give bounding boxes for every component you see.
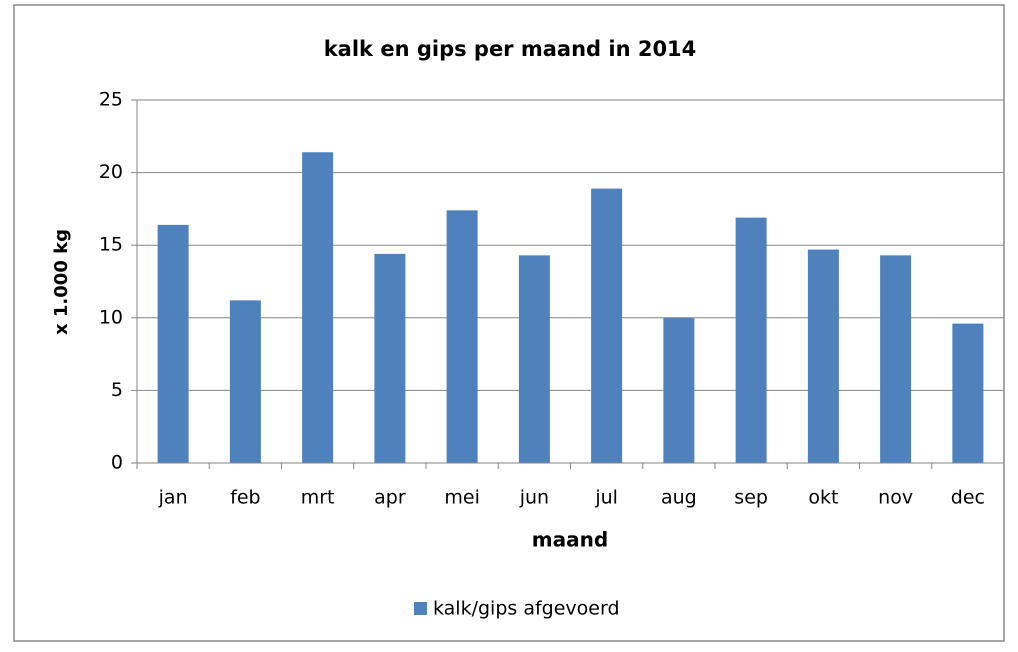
bar	[302, 152, 334, 463]
y-tick-label: 0	[111, 452, 123, 474]
x-tick-label: jan	[158, 487, 188, 509]
y-tick-label: 10	[99, 306, 123, 328]
y-axis-label: x 1.000 kg	[51, 229, 72, 335]
bar	[374, 253, 406, 463]
x-tick-label: mei	[444, 487, 479, 509]
x-axis-label: maand	[532, 528, 608, 552]
x-tick-label: jul	[594, 487, 618, 509]
bar	[157, 224, 189, 463]
bar	[807, 249, 839, 463]
legend-label: kalk/gips afgevoerd	[433, 598, 620, 620]
bar	[229, 300, 261, 463]
bar	[952, 323, 984, 463]
x-tick-label: dec	[951, 487, 985, 509]
bar	[880, 255, 912, 463]
bar	[735, 217, 767, 463]
x-tick-label: nov	[878, 487, 913, 509]
x-tick-label: apr	[374, 487, 406, 509]
chart-title: kalk en gips per maand in 2014	[324, 37, 697, 61]
y-tick-label: 15	[99, 234, 123, 256]
bar	[518, 255, 550, 463]
x-tick-label: aug	[661, 487, 697, 509]
bar	[591, 188, 623, 463]
bar	[663, 317, 695, 463]
x-tick-label: feb	[230, 487, 260, 509]
bar	[446, 210, 478, 463]
x-tick-label: mrt	[301, 487, 335, 509]
x-tick-label: sep	[734, 487, 768, 509]
legend-swatch	[414, 602, 427, 615]
y-tick-label: 20	[99, 161, 123, 183]
x-tick-label: jun	[519, 487, 549, 509]
y-tick-label: 25	[99, 89, 123, 111]
y-tick-label: 5	[111, 379, 123, 401]
x-tick-label: okt	[808, 487, 838, 509]
